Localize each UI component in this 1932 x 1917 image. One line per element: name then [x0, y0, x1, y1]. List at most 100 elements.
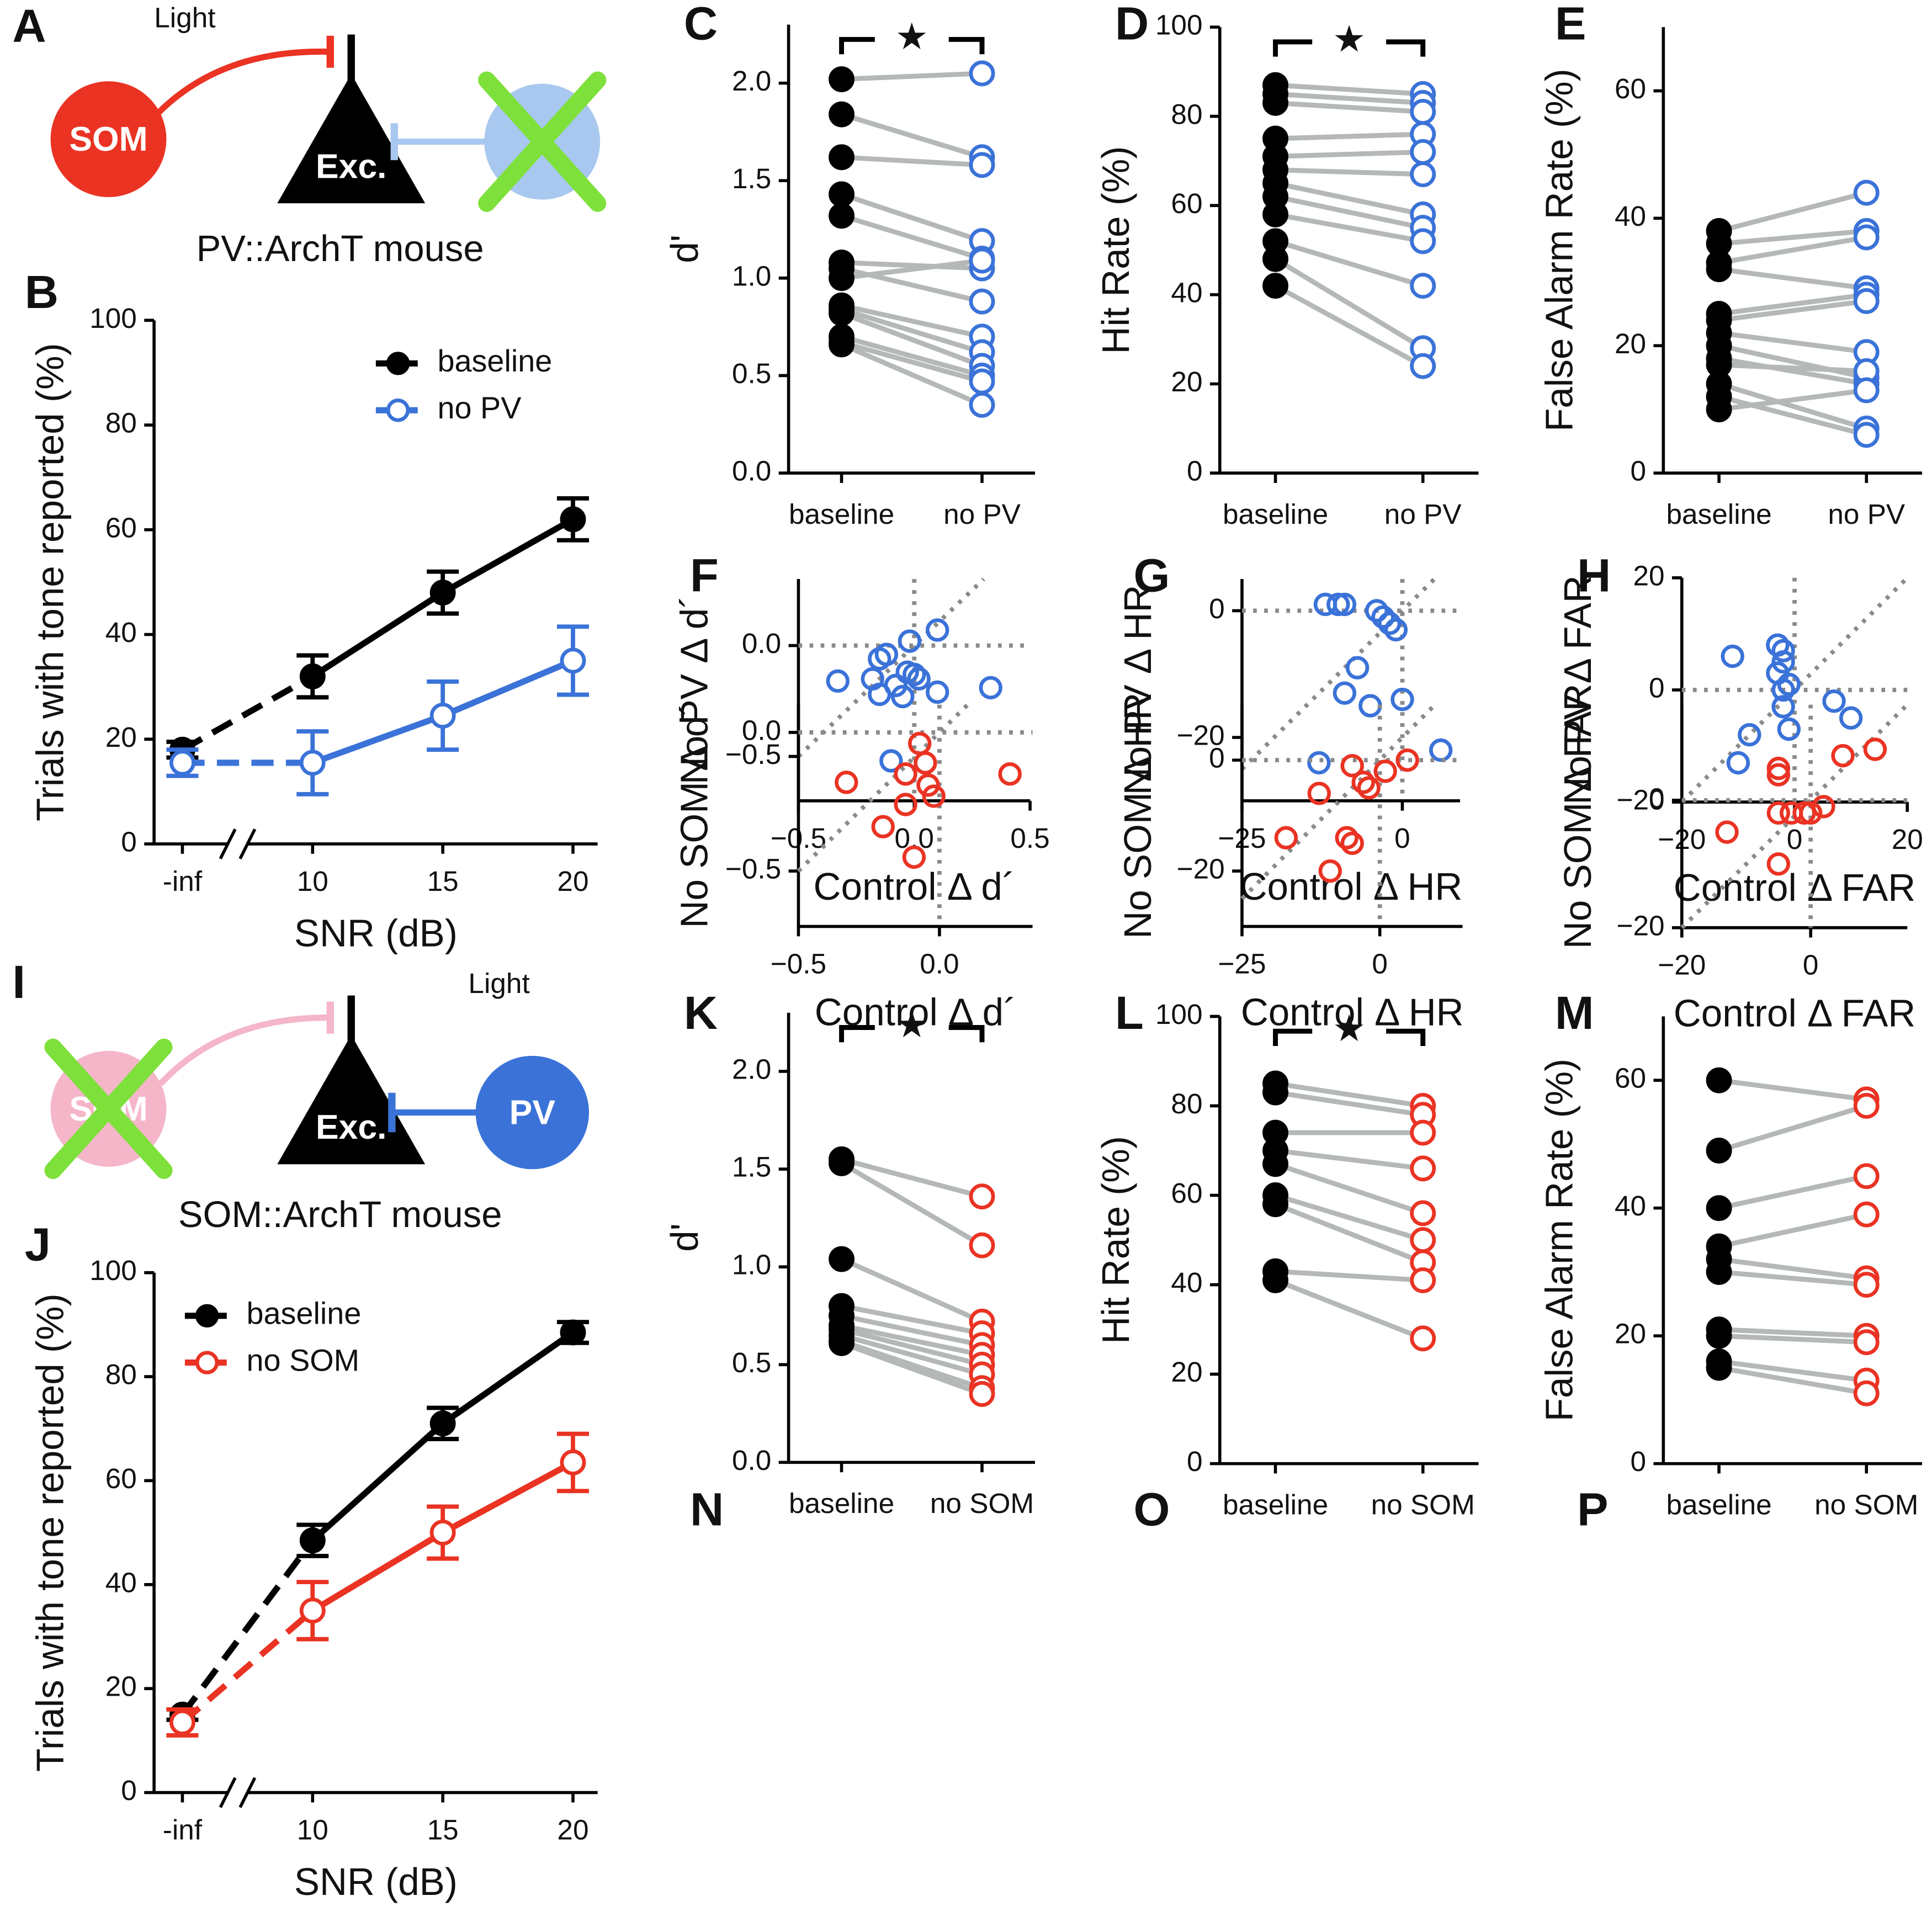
point [1378, 612, 1402, 635]
legend-marker [195, 1351, 219, 1374]
y-tick-label: 60 [1615, 73, 1646, 104]
point [169, 750, 195, 776]
y-tick-label: −20 [1616, 784, 1664, 816]
y-tick-label: 100 [1155, 9, 1203, 41]
diagram-i: I Light SOM Exc. PV SOM::ArchT mouse [12, 955, 590, 1235]
pair-line [1274, 283, 1424, 369]
y-tick-label: 2.0 [732, 65, 771, 97]
axis-break [219, 1777, 237, 1808]
x-tick-label: 10 [297, 865, 328, 897]
sig-star: ★ [895, 16, 928, 57]
pair-line [1718, 1333, 1867, 1345]
panel-letter: A [12, 0, 46, 52]
axis-break [238, 1777, 257, 1808]
point [1335, 826, 1358, 849]
y-tick-label: 100 [89, 302, 137, 334]
y-tick-label: 0 [1187, 455, 1203, 487]
axis-break [219, 828, 237, 859]
point [1262, 1151, 1289, 1177]
y-axis-label: No SOM Δ FAR [1556, 683, 1599, 949]
caption: PV::ArchT mouse [197, 228, 484, 269]
y-tick-label: 20 [105, 721, 137, 753]
point [1371, 605, 1395, 629]
point [894, 793, 917, 816]
y-tick-label: −20 [1177, 720, 1225, 751]
point [1351, 771, 1375, 794]
legend-label: no SOM [247, 1342, 360, 1377]
panel: C 0.0 0.5 1.0 1.5 2.0 d' baseline no PV ★ [663, 0, 1035, 530]
point [299, 1597, 326, 1624]
point [969, 60, 995, 87]
pair-line [841, 155, 983, 168]
pair-line [841, 1303, 983, 1336]
pair-line [1275, 1268, 1424, 1283]
pair-line [1718, 387, 1867, 412]
dashed-segment [179, 1538, 315, 1717]
legend-marker [386, 399, 410, 422]
point [1822, 689, 1846, 713]
x-tick-label: 0 [1372, 948, 1388, 979]
y-tick-label: 0.0 [732, 455, 771, 487]
point [1333, 681, 1357, 705]
point [1853, 1093, 1880, 1119]
point [1395, 748, 1419, 772]
pair-line [1718, 1077, 1867, 1102]
point [1410, 99, 1436, 125]
x-tick-label: −25 [1218, 948, 1266, 979]
y-tick-label: 40 [105, 617, 137, 648]
y-tick-label: 1.5 [732, 1151, 771, 1183]
y-axis-label: Hit Rate (%) [1094, 1136, 1137, 1344]
y-tick-label: 20 [1615, 1318, 1646, 1350]
y-axis-label: d' [663, 1223, 706, 1252]
point [1410, 228, 1436, 254]
pair-line [841, 1157, 983, 1199]
point [1853, 377, 1880, 403]
y-axis-label: No PV Δ FAR [1556, 575, 1599, 804]
x-tick-label: -inf [163, 1814, 203, 1846]
point [891, 684, 915, 709]
exc-label: Exc. [316, 147, 387, 185]
y-axis-label: Trials with tone reported (%) [28, 1293, 71, 1771]
legend-marker [195, 1304, 219, 1327]
identity-line [1240, 703, 1437, 901]
point [829, 203, 855, 229]
x-axis-label: Control Δ FAR [1674, 866, 1915, 909]
point [1706, 1355, 1732, 1381]
point [1706, 1195, 1732, 1222]
point [829, 181, 855, 208]
y-axis-label: No SOM Δ HR [1116, 693, 1159, 939]
x-tick-label: no SOM [1371, 1489, 1475, 1520]
pair-line [1718, 235, 1867, 265]
point [1340, 753, 1364, 778]
diagram-a: A Light SOM Exc. PV::ArchT mouse [12, 0, 607, 269]
point [1766, 756, 1791, 780]
panel: J 0 20 40 60 80 100 Trials with tone reported (… [25, 1218, 598, 1903]
x-axis-label: Control Δ FAR [1674, 992, 1915, 1035]
point [829, 265, 855, 291]
y-tick-label: 1.0 [732, 1249, 771, 1281]
y-tick-label: 1.5 [732, 163, 771, 194]
y-tick-label: 0 [121, 826, 137, 857]
point [299, 750, 326, 776]
y-tick-label: 0.5 [732, 358, 771, 389]
panel: L 0 20 40 60 80 100 Hit Rate (%) baseline no SOM ★ [1094, 986, 1479, 1520]
point [902, 845, 926, 869]
y-tick-label: 0 [1631, 455, 1647, 487]
pair-line [841, 340, 983, 384]
pair-line [841, 1341, 983, 1396]
pair-line [1718, 1256, 1867, 1281]
point [1262, 1191, 1289, 1218]
point [1853, 1272, 1880, 1298]
panel-letter: P [1577, 1483, 1609, 1535]
point [926, 618, 949, 642]
panel-letter: G [1134, 549, 1170, 601]
point [1410, 139, 1436, 165]
point [1853, 179, 1880, 206]
point [1721, 644, 1744, 668]
pair-line [1718, 1173, 1867, 1211]
point [1410, 353, 1436, 379]
pair-line [841, 302, 983, 339]
inhibit-curve [158, 1015, 328, 1086]
point [907, 667, 931, 691]
pair-line [1275, 149, 1423, 159]
